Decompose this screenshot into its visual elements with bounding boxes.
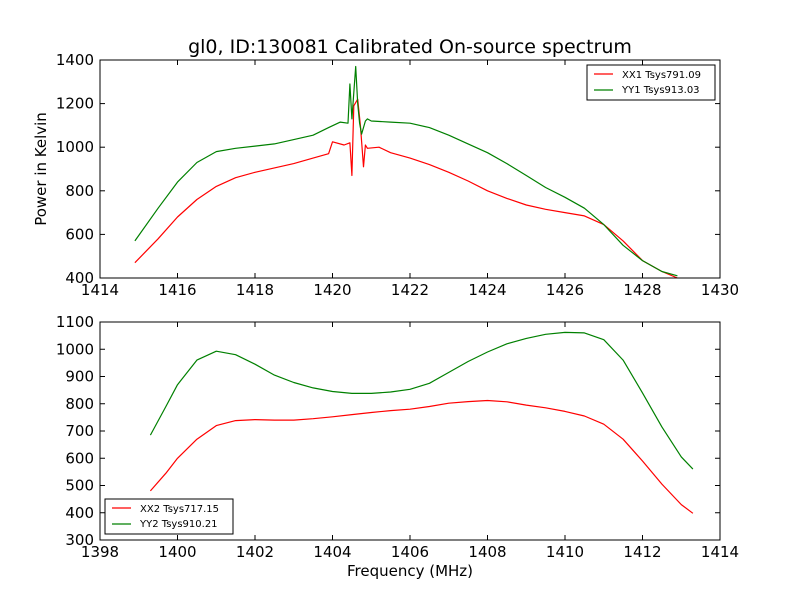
top-x-tick-label: 1428 bbox=[623, 281, 661, 299]
bottom-y-tick-label: 800 bbox=[65, 395, 94, 413]
chart-title: gl0, ID:130081 Calibrated On-source spec… bbox=[188, 36, 632, 58]
bottom-x-tick-label: 1398 bbox=[81, 543, 119, 561]
bottom-y-tick-label: 400 bbox=[65, 504, 94, 522]
top-y-tick-label: 1400 bbox=[56, 51, 94, 69]
bottom-legend-box bbox=[104, 498, 234, 535]
top-x-tick-label: 1422 bbox=[391, 281, 429, 299]
top-panel: 1414 1416 1418 1420 1422 1424 1426 1428 1430 400 6… bbox=[32, 51, 739, 299]
bottom-x-tick-label: 1402 bbox=[236, 543, 274, 561]
top-series-line-1 bbox=[134, 98, 678, 279]
top-x-tick-label: 1416 bbox=[158, 281, 196, 299]
top-x-tick-label: 1414 bbox=[81, 281, 119, 299]
top-y-tick-label: 400 bbox=[65, 269, 94, 287]
bottom-y-tick-label: 1100 bbox=[56, 313, 94, 331]
top-ticks: 1414 1416 1418 1420 1422 1424 1426 1428 1430 400 6… bbox=[56, 51, 739, 299]
top-series-lines bbox=[134, 65, 678, 279]
bottom-ticks: 1398 1400 1402 1404 1406 1408 1410 1412 1414 300 4… bbox=[56, 313, 739, 561]
bottom-legend: XX2 Tsys717.15 YY2 Tsys910.21 bbox=[104, 498, 234, 535]
top-legend: XX1 Tsys791.09 YY1 Tsys913.03 bbox=[586, 64, 716, 101]
bottom-series-lines bbox=[149, 331, 694, 514]
top-y-axis-label: Power in Kelvin bbox=[32, 112, 50, 226]
bottom-x-tick-label: 1408 bbox=[468, 543, 506, 561]
top-series-line-2 bbox=[134, 65, 678, 277]
x-axis-label: Frequency (MHz) bbox=[347, 562, 473, 580]
bottom-y-tick-label: 700 bbox=[65, 422, 94, 440]
bottom-x-tick-label: 1410 bbox=[546, 543, 584, 561]
bottom-y-tick-label: 600 bbox=[65, 449, 94, 467]
top-x-tick-label: 1430 bbox=[701, 281, 739, 299]
bottom-legend-label-xx2: XX2 Tsys717.15 bbox=[140, 504, 219, 515]
top-legend-label-yy1: YY1 Tsys913.03 bbox=[621, 85, 700, 96]
top-x-tick-label: 1420 bbox=[313, 281, 351, 299]
top-legend-box bbox=[586, 64, 716, 101]
bottom-x-tick-label: 1406 bbox=[391, 543, 429, 561]
bottom-y-tick-label: 500 bbox=[65, 477, 94, 495]
bottom-x-tick-label: 1404 bbox=[313, 543, 351, 561]
top-legend-label-xx1: XX1 Tsys791.09 bbox=[622, 70, 701, 81]
top-y-tick-label: 800 bbox=[65, 182, 94, 200]
top-x-tick-label: 1424 bbox=[468, 281, 506, 299]
top-y-tick-label: 1000 bbox=[56, 138, 94, 156]
bottom-y-tick-label: 1000 bbox=[56, 340, 94, 358]
bottom-series-line-1 bbox=[149, 399, 694, 514]
top-y-tick-label: 600 bbox=[65, 225, 94, 243]
bottom-x-tick-label: 1412 bbox=[623, 543, 661, 561]
bottom-legend-label-yy2: YY2 Tsys910.21 bbox=[139, 519, 218, 530]
top-y-tick-label: 1200 bbox=[56, 95, 94, 113]
bottom-y-tick-label: 900 bbox=[65, 368, 94, 386]
top-x-tick-label: 1426 bbox=[546, 281, 584, 299]
bottom-panel: 1398 1400 1402 1404 1406 1408 1410 1412 1414 300 4… bbox=[56, 313, 739, 580]
top-x-tick-label: 1418 bbox=[236, 281, 274, 299]
bottom-series-line-2 bbox=[149, 331, 694, 470]
bottom-y-tick-label: 300 bbox=[65, 531, 94, 549]
bottom-x-tick-label: 1414 bbox=[701, 543, 739, 561]
bottom-x-tick-label: 1400 bbox=[158, 543, 196, 561]
